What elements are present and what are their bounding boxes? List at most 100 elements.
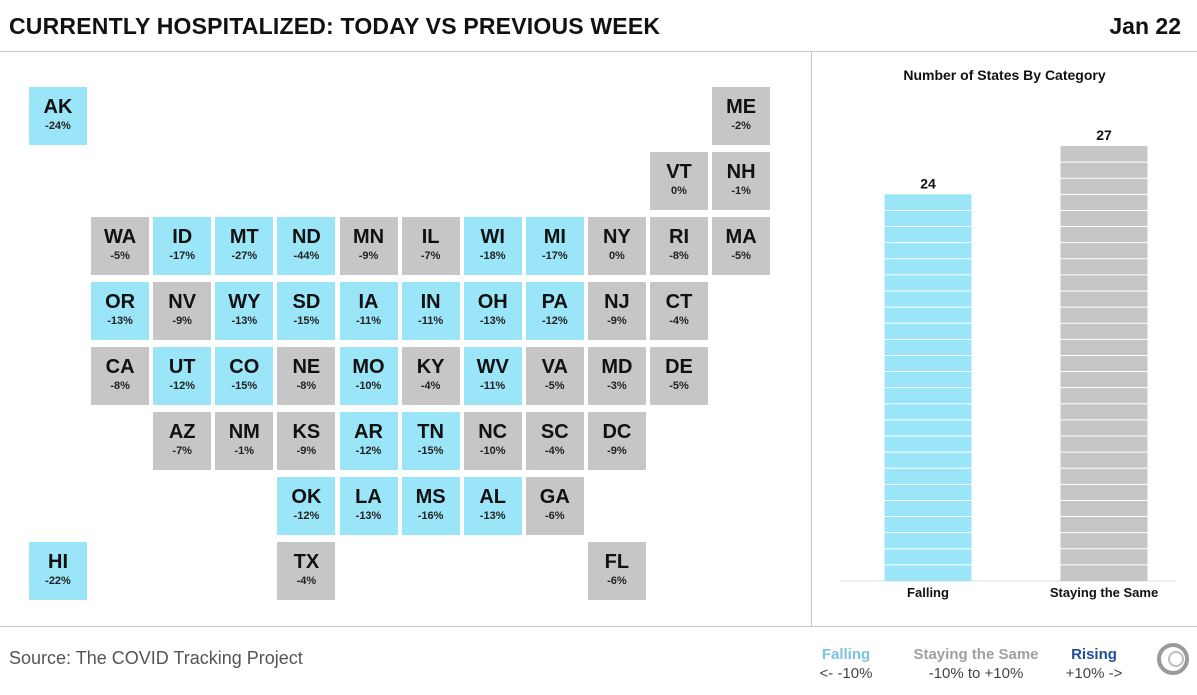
state-change-pct: -8% [669,250,689,262]
state-abbr: MN [352,226,385,248]
panel-divider [811,52,812,626]
state-abbr: OH [477,291,508,313]
state-tile-tn: TN -15% [401,412,460,470]
bar-staying-the-same [1060,146,1148,581]
state-tile-nv: NV -9% [153,282,212,340]
state-change-pct: -9% [296,445,317,457]
state-change-pct: -9% [607,445,627,457]
legend-same-label: Staying the Same [913,646,1039,663]
state-abbr: MT [229,226,259,248]
state-change-pct: -7% [420,250,441,262]
state-abbr: SD [292,291,321,313]
state-change-pct: -13% [479,510,506,522]
state-tile-map: AK -24% ME -2% VT 0% NH -1% WA -5% ID -17% MT -27% ND -… [0,52,811,626]
state-tile-nd: ND -44% [277,217,336,275]
state-abbr: IL [421,226,440,248]
state-change-pct: -13% [479,315,506,327]
state-tile-az: AZ -7% [153,412,212,470]
state-tile-or: OR -13% [91,282,150,340]
state-change-pct: -6% [545,510,565,522]
state-tile-ca: CA -8% [91,347,150,405]
state-abbr: ND [291,226,321,248]
legend-falling: Falling <- -10% [806,645,886,683]
state-abbr: KS [292,421,321,443]
state-change-pct: -15% [231,380,258,392]
state-change-pct: -11% [418,315,444,327]
state-change-pct: -12% [541,315,568,327]
state-abbr: TX [293,551,320,573]
state-change-pct: -22% [45,575,71,587]
state-abbr: GA [539,486,570,508]
state-tile-ar: AR -12% [339,412,398,470]
legend-rising-label: Rising [1071,646,1117,663]
state-abbr: NC [478,421,508,443]
state-abbr: HI [48,551,68,573]
state-tile-ks: KS -9% [277,412,336,470]
footer-divider [0,626,1197,627]
state-tile-nh: NH -1% [712,152,771,210]
state-change-pct: -12% [293,510,320,522]
state-change-pct: -5% [545,380,565,392]
header: CURRENTLY HOSPITALIZED: TODAY VS PREVIOU… [0,0,1197,52]
state-change-pct: -13% [107,315,133,327]
state-abbr: MA [725,226,757,248]
state-change-pct: -4% [669,315,689,327]
state-tile-mn: MN -9% [339,217,398,275]
state-tile-ia: IA -11% [339,282,398,340]
state-abbr: NV [168,291,197,313]
state-abbr: PA [541,291,568,313]
state-change-pct: -4% [296,575,317,587]
state-change-pct: -15% [293,315,320,327]
state-change-pct: 0% [608,250,625,262]
state-change-pct: -8% [110,380,130,392]
state-abbr: CT [665,291,693,313]
state-tile-md: MD -3% [587,347,646,405]
legend-same: Staying the Same -10% to +10% [898,645,1054,683]
state-abbr: LA [355,486,382,508]
state-change-pct: -12% [169,380,196,392]
category-tick-label: Falling [907,585,949,600]
state-abbr: AK [43,96,73,118]
state-change-pct: -44% [293,250,320,262]
state-tile-ma: MA -5% [712,217,771,275]
state-tile-il: IL -7% [401,217,460,275]
bar-value-label: 24 [920,175,936,191]
page-title: CURRENTLY HOSPITALIZED: TODAY VS PREVIOU… [9,13,661,39]
bar-chart-title: Number of States By Category [903,67,1106,83]
state-abbr: MS [415,486,446,508]
state-abbr: MI [543,226,566,248]
state-abbr: WA [103,226,137,248]
state-abbr: NJ [604,291,630,313]
state-abbr: OR [105,291,136,313]
state-abbr: MO [352,356,385,378]
state-change-pct: -2% [731,120,751,132]
state-abbr: AR [354,421,383,443]
state-abbr: VA [541,356,568,378]
state-abbr: DC [602,421,632,443]
state-change-pct: -17% [169,250,196,262]
state-tile-wa: WA -5% [91,217,150,275]
state-change-pct: -4% [545,445,565,457]
state-tile-ms: MS -16% [401,477,460,535]
state-tile-wy: WY -13% [215,282,274,340]
state-tile-al: AL -13% [463,477,522,535]
state-abbr: ME [726,96,757,118]
state-abbr: KY [416,356,445,378]
state-tile-sc: SC -4% [525,412,584,470]
state-tile-pa: PA -12% [525,282,584,340]
state-tile-nj: NJ -9% [587,282,646,340]
state-abbr: WV [476,356,509,378]
state-abbr: RI [669,226,689,248]
state-tile-nm: NM -1% [215,412,274,470]
state-change-pct: -16% [417,510,444,522]
state-tile-ri: RI -8% [650,217,708,275]
state-tile-tx: TX -4% [277,542,336,600]
state-tile-de: DE -5% [650,347,708,405]
state-tile-nc: NC -10% [463,412,522,470]
state-tile-vt: VT 0% [650,152,708,210]
state-abbr: AL [479,486,507,508]
state-abbr: ID [172,226,193,248]
state-change-pct: -1% [234,445,255,457]
state-tile-ne: NE -8% [277,347,336,405]
legend-rising: Rising +10% -> [1062,645,1126,683]
